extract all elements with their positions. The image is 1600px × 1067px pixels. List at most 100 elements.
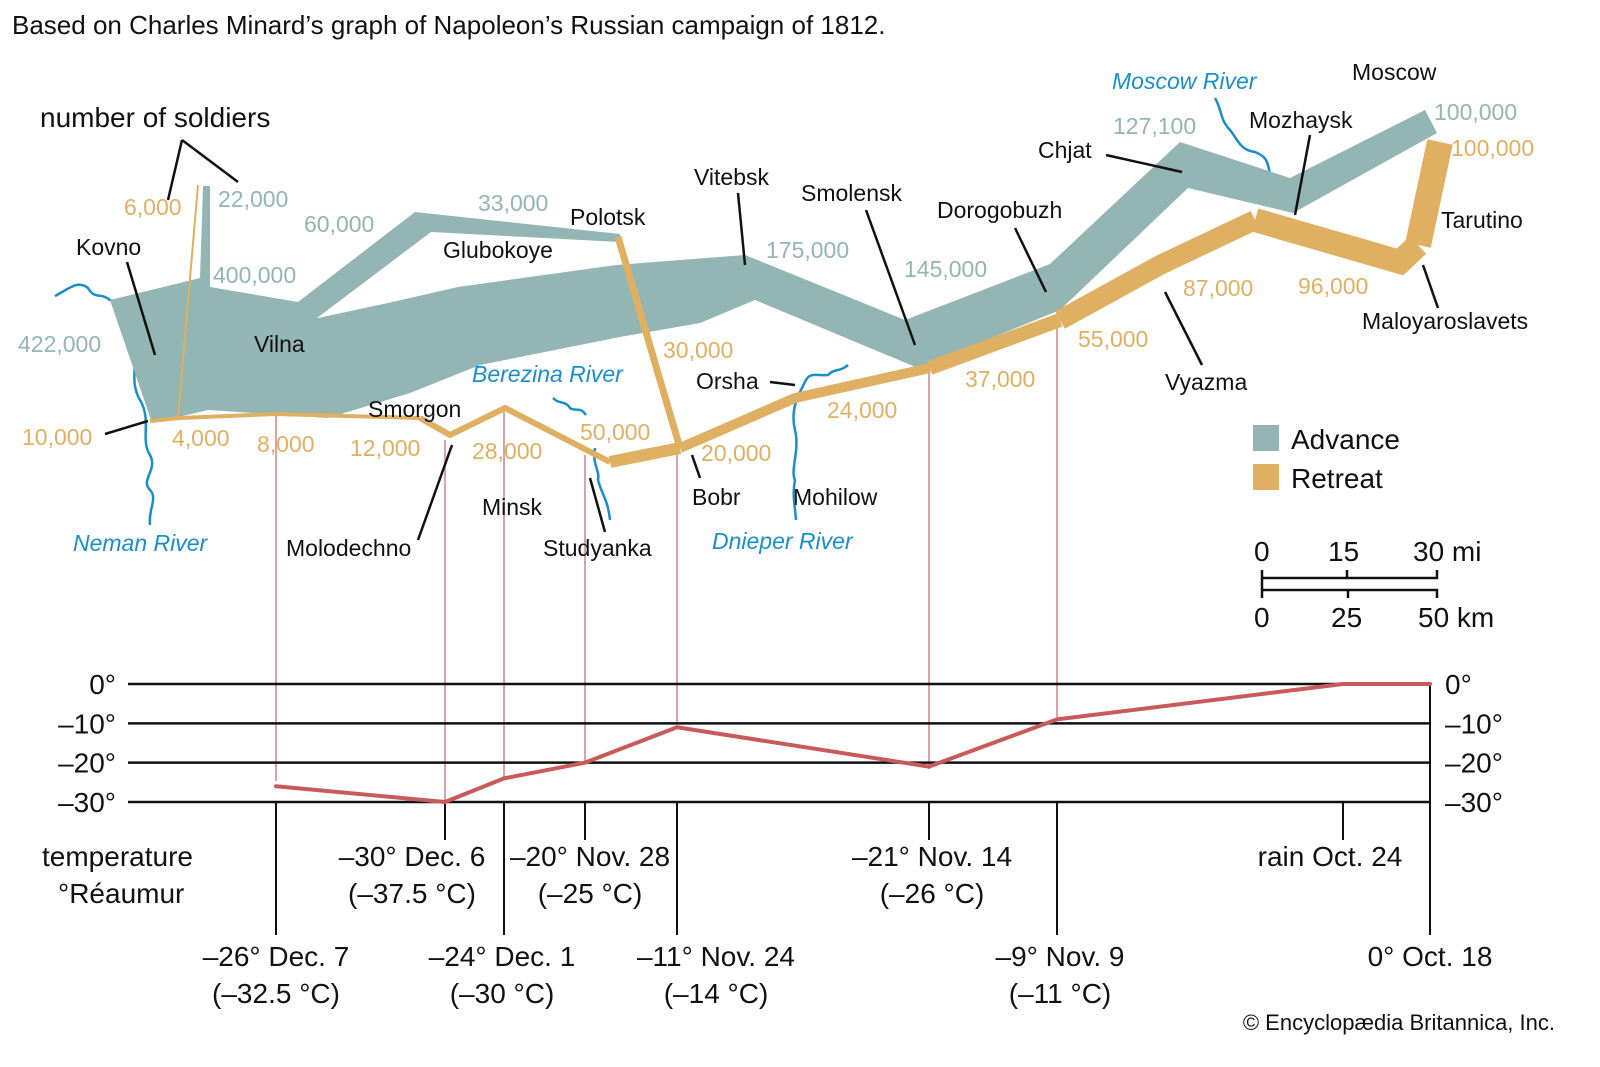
y-tick-label-left: –30° — [58, 787, 116, 818]
advance-flow — [110, 110, 1437, 423]
temperature-point-label: –9° Nov. 9 — [996, 941, 1125, 972]
count-label: 50,000 — [580, 419, 650, 445]
celsius-label: (–30 °C) — [450, 978, 555, 1009]
scale-mi-15: 15 — [1328, 536, 1359, 567]
place-moscow: Moscow — [1352, 59, 1437, 85]
count-label: 145,000 — [904, 256, 987, 282]
place-mozhaysk: Mozhaysk — [1249, 107, 1353, 133]
count-label: 33,000 — [478, 190, 548, 216]
count-label: 55,000 — [1078, 326, 1148, 352]
place-maloyaroslavets: Maloyaroslavets — [1362, 308, 1528, 334]
temperature-point — [502, 776, 506, 781]
berezina-river-line-lower — [593, 447, 612, 521]
temperature-axis-label: temperature °Réaumur — [42, 841, 201, 909]
count-label: 175,000 — [766, 237, 849, 263]
place-smolensk: Smolensk — [801, 180, 902, 206]
river-label-neman: Neman River — [73, 530, 209, 556]
temperature-point — [1341, 682, 1345, 686]
river-label-dnieper: Dnieper River — [712, 528, 854, 554]
count-label: 96,000 — [1298, 273, 1368, 299]
scale-mi-0: 0 — [1254, 536, 1270, 567]
count-label: 24,000 — [827, 397, 897, 423]
place-chjat: Chjat — [1038, 137, 1092, 163]
river-label-moscow: Moscow River — [1112, 68, 1258, 94]
scale-bar: 0 15 30 mi 0 25 50 km — [1254, 536, 1494, 633]
place-orsha: Orsha — [696, 368, 759, 394]
advance-polotsk-branch — [298, 212, 620, 318]
copyright: © Encyclopædia Britannica, Inc. — [1243, 1010, 1555, 1035]
count-label: 400,000 — [213, 262, 296, 288]
temperature-point — [274, 784, 278, 789]
legend: Advance Retreat — [1253, 424, 1400, 494]
place-tarutino: Tarutino — [1441, 207, 1523, 233]
temperature-point-label: –24° Dec. 1 — [429, 941, 576, 972]
temperature-point-label: –30° Dec. 6 — [339, 841, 486, 872]
place-mohilow: Mohilow — [793, 484, 878, 510]
place-vyazma: Vyazma — [1165, 369, 1247, 395]
scale-km-0: 0 — [1254, 602, 1270, 633]
count-label: 20,000 — [701, 440, 771, 466]
soldiers-label: number of soldiers — [40, 102, 270, 133]
temperature-point-label: –21° Nov. 14 — [852, 841, 1012, 872]
y-tick-label-right: 0° — [1445, 669, 1472, 700]
retreat-flow — [149, 139, 1453, 468]
river-label-berezina: Berezina River — [472, 361, 624, 387]
place-glubokoye: Glubokoye — [443, 237, 553, 263]
place-dorogobuzh: Dorogobuzh — [937, 197, 1062, 223]
celsius-label: (–25 °C) — [538, 878, 643, 909]
celsius-label: (–32.5 °C) — [212, 978, 340, 1009]
place-polotsk: Polotsk — [570, 204, 646, 230]
y-tick-label-right: –10° — [1445, 708, 1503, 739]
place-molodechno: Molodechno — [286, 535, 411, 561]
count-label: 60,000 — [304, 211, 374, 237]
count-label: 100,000 — [1434, 99, 1517, 125]
count-label: 127,100 — [1113, 113, 1196, 139]
count-label: 100,000 — [1451, 135, 1534, 161]
figure-title: Based on Charles Minard’s graph of Napol… — [12, 10, 885, 40]
temperature-point-label: –11° Nov. 24 — [637, 941, 795, 972]
legend-swatch-advance — [1253, 425, 1279, 451]
count-label: 22,000 — [218, 186, 288, 212]
legend-advance: Advance — [1291, 424, 1400, 455]
scale-km-50: 50 km — [1418, 602, 1494, 633]
temperature-point-label: 0° Oct. 18 — [1368, 941, 1493, 972]
berezina-river-line — [552, 397, 588, 416]
count-label: 8,000 — [257, 431, 315, 457]
temperature-point-label: –20° Nov. 28 — [510, 841, 670, 872]
place-vitebsk: Vitebsk — [694, 164, 770, 190]
count-label: 6,000 — [124, 194, 182, 220]
scale-mi-30: 30 mi — [1413, 536, 1481, 567]
celsius-label: (–37.5 °C) — [348, 878, 476, 909]
celsius-label: (–11 °C) — [1009, 978, 1111, 1009]
y-tick-label-right: –20° — [1445, 748, 1503, 779]
celsius-label: (–14 °C) — [664, 978, 769, 1009]
place-studyanka: Studyanka — [543, 535, 652, 561]
place-kovno: Kovno — [76, 234, 141, 260]
count-label: 30,000 — [663, 337, 733, 363]
y-tick-label-left: –20° — [58, 748, 116, 779]
temperature-point — [1428, 682, 1432, 686]
count-label: 422,000 — [18, 331, 101, 357]
temperature-point — [927, 764, 931, 769]
celsius-label: (–26 °C) — [880, 878, 985, 909]
legend-retreat: Retreat — [1291, 463, 1383, 494]
moscow-river-line — [1213, 97, 1272, 176]
count-label: 28,000 — [472, 438, 542, 464]
place-smorgon: Smorgon — [368, 396, 461, 422]
place-minsk: Minsk — [482, 494, 543, 520]
scale-km-25: 25 — [1331, 602, 1362, 633]
temperature-point-label: –26° Dec. 7 — [203, 941, 350, 972]
temperature-point — [675, 725, 679, 730]
legend-swatch-retreat — [1253, 464, 1279, 490]
count-label: 4,000 — [172, 425, 230, 451]
temperature-chart: temperature °Réaumur 0° 0° –10° –10° –20° –20… — [42, 669, 1503, 1009]
place-vilna: Vilna — [254, 331, 305, 357]
y-tick-label-right: –30° — [1445, 787, 1503, 818]
count-label: 87,000 — [1183, 275, 1253, 301]
temperature-label-line2: °Réaumur — [58, 878, 184, 909]
temperature-label-line1: temperature — [42, 841, 193, 872]
temperature-point-label: rain Oct. 24 — [1258, 841, 1403, 872]
temperature-connector-lines — [275, 320, 1058, 802]
temperature-point — [443, 800, 447, 804]
